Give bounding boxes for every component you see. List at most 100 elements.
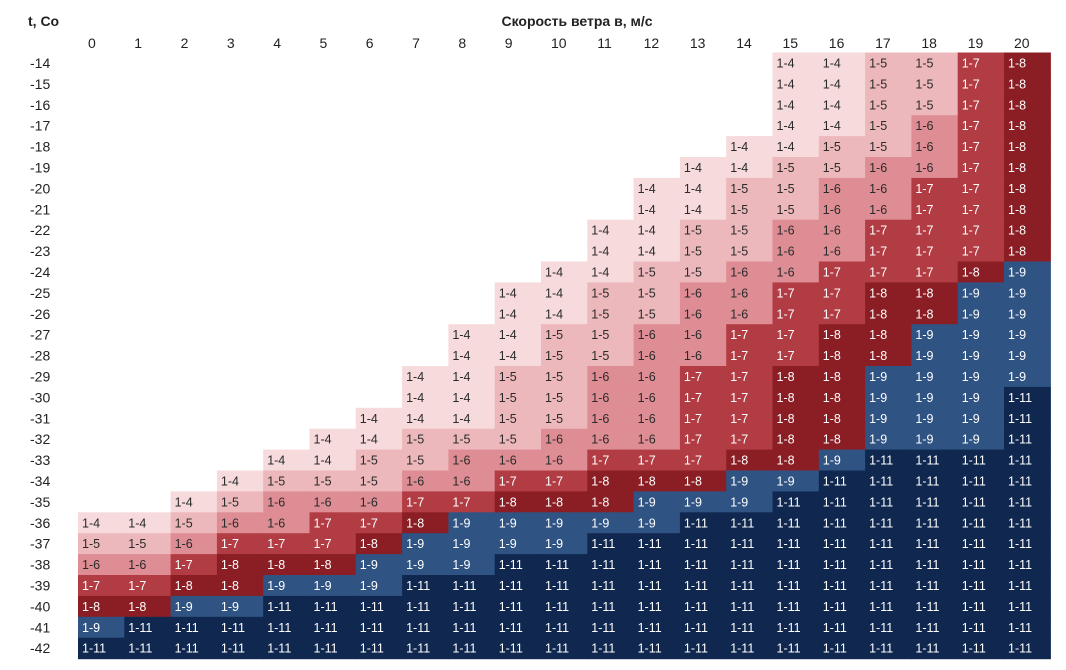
cell-label: 1-6: [777, 265, 795, 279]
heatmap-cell: [1004, 470, 1051, 492]
heatmap-cell: [448, 491, 496, 513]
cell-label: 1-11: [684, 600, 708, 614]
cell-label: 1-4: [452, 412, 470, 426]
heatmap-cell: [911, 219, 959, 242]
heatmap-cell: [865, 407, 912, 430]
heatmap-cell: [541, 616, 588, 639]
cell-label: 1-11: [452, 642, 476, 656]
heatmap-cell: [1004, 386, 1051, 409]
cell-label: 1-6: [267, 516, 285, 530]
heatmap-cell: [402, 491, 449, 513]
x-tick-label: 0: [88, 35, 96, 51]
heatmap-cell: [587, 512, 635, 534]
cell-label: 1-11: [869, 454, 893, 468]
cell-label: 1-11: [823, 642, 847, 656]
cell-label: 1-6: [869, 161, 887, 175]
cell-label: 1-6: [452, 474, 470, 488]
cell-label: 1-8: [638, 474, 656, 488]
heatmap-cell: [911, 324, 959, 346]
cell-label: 1-4: [406, 391, 424, 405]
heatmap-cell: [865, 282, 912, 304]
heatmap-cell: [633, 512, 681, 534]
cell-label: 1-7: [314, 537, 332, 551]
cell-label: 1-4: [314, 433, 332, 447]
cell-label: 1-5: [638, 265, 656, 279]
y-tick-label: -32: [30, 431, 50, 447]
cell-label: 1-7: [499, 474, 517, 488]
heatmap-cell: [170, 533, 218, 555]
cell-label: 1-4: [823, 119, 841, 133]
cell-label: 1-11: [915, 537, 939, 551]
cell-label: 1-7: [545, 474, 563, 488]
heatmap-cell: [726, 595, 774, 618]
heatmap-cell: [679, 240, 727, 263]
heatmap-cell: [541, 282, 588, 304]
heatmap-cell: [587, 637, 635, 660]
heatmap-cell: [865, 386, 912, 409]
heatmap-cell: [865, 198, 912, 221]
cell-label: 1-5: [915, 56, 933, 70]
heatmap-cell: [124, 637, 172, 660]
cell-label: 1-6: [823, 245, 841, 259]
heatmap-cell: [679, 595, 727, 618]
cell-label: 1-9: [82, 621, 100, 635]
heatmap-cell: [541, 637, 588, 660]
cell-label: 1-9: [684, 495, 702, 509]
heatmap-cell: [772, 512, 820, 534]
heatmap-cell: [818, 533, 866, 555]
heatmap-cell: [124, 512, 172, 534]
cell-label: 1-11: [915, 579, 939, 593]
heatmap-cell: [726, 240, 774, 263]
cell-label: 1-11: [314, 600, 338, 614]
heatmap-cell: [448, 595, 496, 618]
cell-label: 1-11: [777, 516, 801, 530]
heatmap-cell: [448, 637, 496, 660]
cell-label: 1-11: [915, 600, 939, 614]
heatmap-cell: [355, 616, 403, 639]
heatmap-cell: [494, 345, 542, 367]
heatmap-cell: [263, 512, 311, 534]
cell-label: 1-4: [730, 161, 748, 175]
heatmap-cell: [448, 470, 496, 492]
heatmap-cell: [818, 177, 866, 200]
heatmap-cell: [263, 533, 311, 555]
heatmap-cell: [541, 595, 588, 618]
cell-label: 1-7: [962, 56, 980, 70]
cell-label: 1-4: [545, 307, 563, 321]
heatmap-cell: [865, 324, 912, 346]
cell-label: 1-11: [869, 474, 893, 488]
heatmap-cell: [865, 512, 912, 534]
cell-label: 1-8: [591, 495, 609, 509]
cell-label: 1-8: [267, 558, 285, 572]
heatmap-cell: [1004, 637, 1051, 660]
heatmap-cell: [494, 428, 542, 451]
cell-label: 1-9: [962, 412, 980, 426]
cell-label: 1-11: [128, 621, 152, 635]
heatmap-cell: [911, 533, 959, 555]
heatmap-cell: [818, 73, 866, 95]
cell-label: 1-7: [730, 328, 748, 342]
cell-label: 1-4: [452, 370, 470, 384]
cell-label: 1-11: [267, 621, 291, 635]
heatmap-cell: [818, 157, 866, 179]
cell-label: 1-11: [823, 495, 847, 509]
heatmap-cell: [911, 136, 959, 158]
x-tick-label: 16: [829, 35, 845, 51]
cell-label: 1-11: [591, 537, 615, 551]
heatmap-cell: [587, 554, 635, 576]
heatmap-cell: [865, 449, 912, 472]
cell-label: 1-5: [823, 140, 841, 154]
cell-label: 1-8: [128, 600, 146, 614]
y-tick-label: -16: [30, 97, 50, 113]
cell-label: 1-9: [638, 495, 656, 509]
heatmap-cell: [355, 407, 403, 430]
cell-label: 1-7: [962, 98, 980, 112]
x-tick-label: 15: [783, 35, 799, 51]
heatmap-cell: [818, 219, 866, 242]
cell-label: 1-6: [638, 412, 656, 426]
heatmap-cell: [263, 637, 311, 660]
heatmap-cell: [170, 512, 218, 534]
cell-label: 1-6: [684, 286, 702, 300]
cell-label: 1-5: [869, 140, 887, 154]
cell-label: 1-5: [591, 286, 609, 300]
